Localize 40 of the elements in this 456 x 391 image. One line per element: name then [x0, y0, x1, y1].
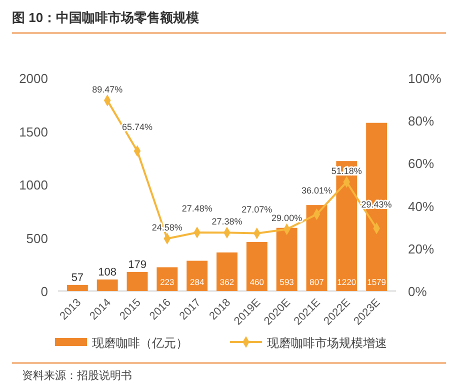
- data-label: 89.47%: [92, 84, 123, 94]
- bar: [306, 205, 328, 291]
- data-label: 179: [128, 258, 146, 271]
- data-label: 807: [310, 277, 324, 287]
- bar: [96, 280, 118, 291]
- data-label: 284: [190, 277, 204, 287]
- y2-tick-label: 40%: [408, 198, 434, 214]
- bar: [276, 228, 298, 291]
- bar: [186, 260, 208, 291]
- chart-title: 图 10：中国咖啡市场零售额规模: [12, 10, 200, 25]
- bar: [66, 284, 88, 291]
- y-tick-label: 0: [40, 284, 48, 299]
- data-label: 460: [250, 277, 264, 287]
- y2-tick-label: 0%: [408, 284, 428, 299]
- y-tick-label: 2000: [19, 71, 48, 86]
- y2-tick-label: 20%: [408, 241, 434, 256]
- y-tick-label: 500: [26, 230, 48, 246]
- y-tick-label: 1000: [19, 178, 48, 192]
- legend-label: 现磨咖啡市场规模增速: [267, 336, 387, 350]
- data-label: 108: [98, 266, 117, 278]
- bar: [126, 272, 148, 291]
- legend-label: 现磨咖啡（亿元）: [92, 336, 188, 350]
- bar: [216, 252, 238, 291]
- data-label: 1579: [367, 277, 386, 287]
- bar: [246, 242, 268, 291]
- y2-tick-label: 80%: [408, 114, 434, 129]
- data-label: 223: [160, 277, 175, 287]
- data-label: 36.01%: [301, 185, 332, 196]
- data-label: 27.48%: [182, 203, 212, 214]
- y2-tick-label: 60%: [408, 156, 434, 172]
- data-label: 27.38%: [212, 216, 242, 227]
- data-label: 1220: [337, 277, 356, 287]
- data-label: 29.00%: [272, 213, 302, 224]
- y2-tick-label: 100%: [408, 71, 442, 86]
- data-label: 57: [71, 272, 84, 284]
- data-label: 362: [220, 277, 234, 287]
- data-label: 27.07%: [242, 204, 272, 214]
- data-label: 593: [280, 277, 294, 287]
- y-tick-label: 1500: [19, 124, 48, 140]
- text: 资料来源：招股说明书: [22, 369, 132, 382]
